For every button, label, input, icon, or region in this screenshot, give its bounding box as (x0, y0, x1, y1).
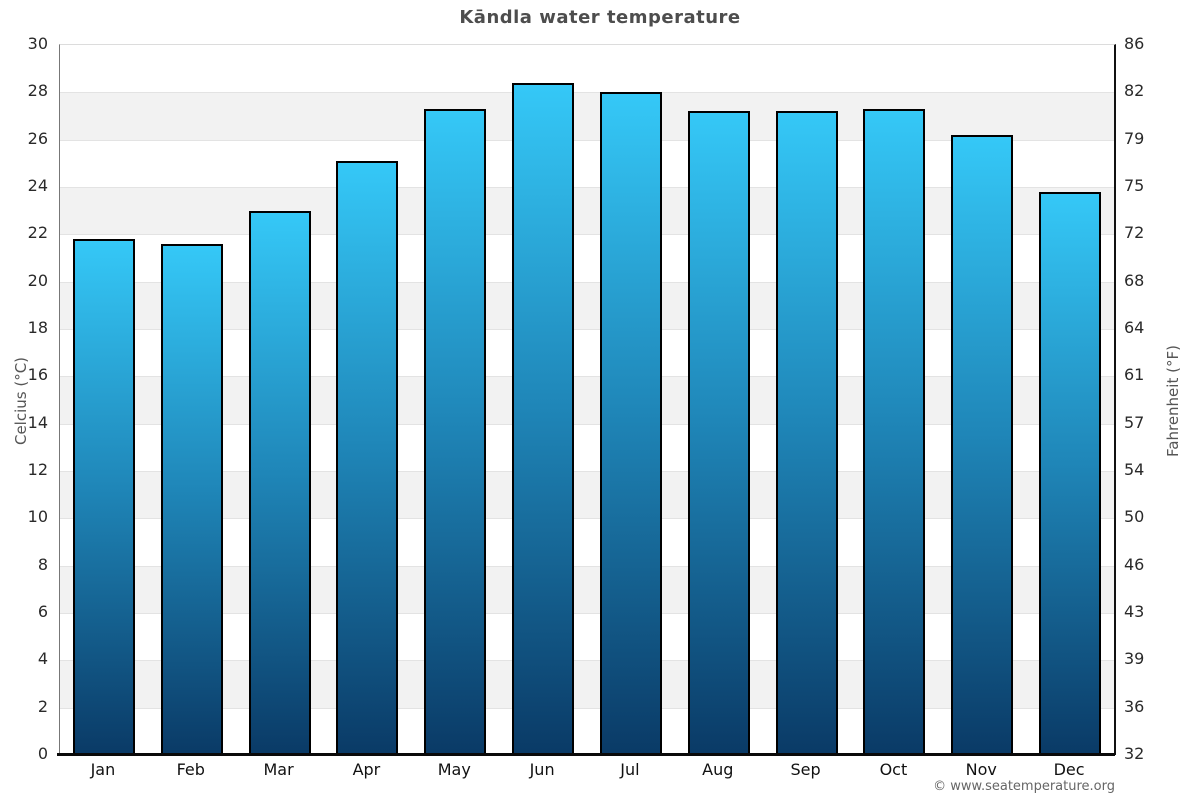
background-band (60, 565, 1114, 613)
gridline (60, 92, 1114, 94)
month-label-oct: Oct (879, 760, 908, 779)
celsius-tick-8: 8 (37, 554, 48, 574)
fahrenheit-tick-64: 64 (1124, 318, 1145, 337)
celsius-tick-18: 18 (27, 318, 48, 337)
celsius-tick-4: 4 (37, 649, 48, 669)
fahrenheit-tick-46: 46 (1124, 554, 1145, 574)
fahrenheit-tick-61: 61 (1124, 365, 1145, 385)
bar-nov (951, 134, 1014, 755)
fahrenheit-tick-50: 50 (1124, 507, 1145, 527)
fahrenheit-tick-79: 79 (1124, 128, 1145, 148)
celsius-axis-title: Celcius (°C) (12, 356, 30, 446)
fahrenheit-tick-36: 36 (1124, 696, 1145, 716)
fahrenheit-tick-72: 72 (1124, 223, 1145, 243)
celsius-tick-6: 6 (37, 602, 48, 621)
gridline (60, 329, 1114, 330)
celsius-tick-16: 16 (27, 365, 48, 385)
month-label-jun: Jun (529, 760, 555, 779)
bar-aug (687, 111, 750, 755)
bar-sep (775, 111, 838, 755)
bar-jan (72, 239, 135, 755)
celsius-tick-24: 24 (27, 176, 48, 195)
month-label-aug: Aug (702, 760, 734, 779)
gridline (60, 234, 1114, 236)
gridline (60, 376, 1114, 378)
background-band (60, 187, 1114, 235)
month-label-jul: Jul (620, 760, 640, 779)
background-band (60, 45, 1114, 92)
bar-may (424, 108, 487, 755)
gridline (60, 707, 1114, 709)
celsius-tick-0: 0 (37, 744, 48, 763)
celsius-tick-14: 14 (27, 412, 48, 432)
celsius-tick-30: 30 (27, 34, 48, 53)
fahrenheit-tick-43: 43 (1124, 602, 1145, 621)
background-band (60, 376, 1114, 424)
bar-feb (160, 243, 223, 755)
gridline (60, 660, 1114, 662)
background-band (60, 92, 1114, 140)
gridline (60, 187, 1114, 188)
gridline (60, 139, 1114, 141)
gridline (60, 423, 1114, 425)
bar-jun (512, 82, 575, 755)
month-label-may: May (437, 760, 471, 779)
month-label-apr: Apr (352, 760, 381, 779)
month-label-mar: Mar (263, 760, 294, 779)
celsius-tick-10: 10 (27, 507, 48, 527)
gridline (60, 518, 1114, 520)
celsius-tick-28: 28 (27, 81, 48, 101)
month-label-nov: Nov (965, 760, 997, 779)
fahrenheit-axis-title: Fahrenheit (°F) (1164, 345, 1182, 457)
gridline (60, 471, 1114, 472)
background-band (60, 471, 1114, 519)
celsius-tick-26: 26 (27, 128, 48, 148)
celsius-tick-20: 20 (27, 270, 48, 290)
celsius-tick-12: 12 (27, 460, 48, 479)
background-band (60, 281, 1114, 329)
bar-mar (248, 210, 311, 755)
bar-dec (1039, 191, 1102, 755)
gridline (60, 281, 1114, 283)
celsius-tick-22: 22 (27, 223, 48, 243)
x-axis-line (57, 753, 1115, 756)
bar-apr (336, 160, 399, 755)
celsius-tick-2: 2 (37, 696, 48, 716)
month-label-feb: Feb (176, 760, 205, 779)
fahrenheit-tick-75: 75 (1124, 176, 1145, 195)
plot-area (59, 44, 1116, 755)
copyright-watermark: © www.seatemperature.org (933, 779, 1115, 794)
bar-jul (599, 92, 662, 755)
gridline (60, 565, 1114, 567)
fahrenheit-tick-32: 32 (1124, 744, 1145, 763)
fahrenheit-tick-39: 39 (1124, 649, 1145, 669)
background-band (60, 660, 1114, 708)
fahrenheit-tick-82: 82 (1124, 81, 1145, 101)
fahrenheit-tick-54: 54 (1124, 460, 1145, 479)
month-label-sep: Sep (790, 760, 821, 779)
bar-oct (863, 108, 926, 755)
fahrenheit-tick-57: 57 (1124, 412, 1145, 432)
fahrenheit-tick-68: 68 (1124, 270, 1145, 290)
chart-title: Kāndla water temperature (459, 7, 741, 28)
month-label-jan: Jan (90, 760, 116, 779)
month-label-dec: Dec (1053, 760, 1085, 779)
fahrenheit-tick-86: 86 (1124, 34, 1145, 53)
gridline (60, 613, 1114, 614)
